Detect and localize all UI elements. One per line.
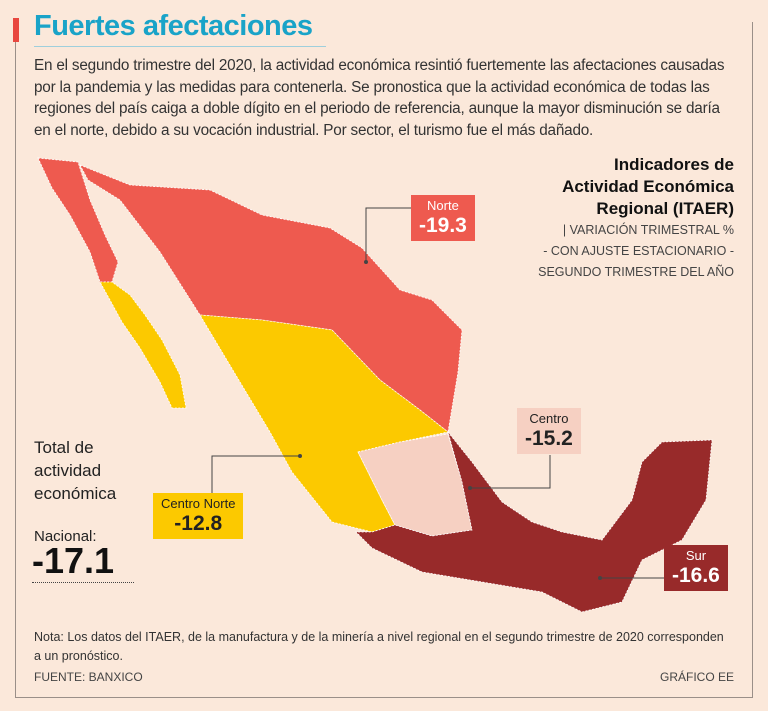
credit-text: GRÁFICO EE bbox=[659, 670, 734, 684]
region-centro-norte-bcs bbox=[99, 281, 187, 409]
title-accent-bar bbox=[13, 18, 19, 42]
source-text: FUENTE: BANXICO bbox=[34, 670, 143, 684]
leader-centro bbox=[470, 455, 551, 489]
intro-text: En el segundo trimestre del 2020, la act… bbox=[34, 57, 725, 139]
region-value: -15.2 bbox=[525, 427, 573, 450]
region-name: Centro bbox=[529, 411, 569, 426]
indicator-title-3: Regional (ITAER) bbox=[596, 199, 734, 218]
region-norte bbox=[79, 164, 463, 433]
total-line-1: Total de bbox=[34, 438, 94, 457]
total-heading: Total de actividad económica bbox=[34, 436, 116, 505]
region-name: Norte bbox=[427, 198, 459, 213]
label-sur: Sur -16.6 bbox=[664, 545, 728, 591]
national-value: -17.1 bbox=[32, 540, 135, 583]
indicator-legend: Indicadores de Actividad Económica Regio… bbox=[538, 154, 734, 283]
indicator-sub-1: | VARIACIÓN TRIMESTRAL % bbox=[562, 223, 734, 237]
indicator-sub-2: - CON AJUSTE ESTACIONARIO - bbox=[543, 244, 734, 258]
indicator-title-1: Indicadores de bbox=[614, 155, 734, 174]
region-sur bbox=[355, 431, 713, 613]
total-line-2: actividad bbox=[34, 461, 102, 480]
label-centro-norte: Centro Norte -12.8 bbox=[153, 493, 244, 539]
leader-norte bbox=[365, 207, 411, 262]
region-name: Centro Norte bbox=[161, 496, 236, 511]
region-value: -16.6 bbox=[672, 564, 720, 587]
title-underline bbox=[34, 46, 326, 47]
total-line-3: económica bbox=[34, 484, 117, 503]
note-text: Nota: Los datos del ITAER, de la manufac… bbox=[34, 630, 724, 663]
indicator-title-2: Actividad Económica bbox=[562, 177, 734, 196]
page-title: Fuertes afectaciones bbox=[34, 10, 313, 42]
indicator-sub-3: SEGUNDO TRIMESTRE DEL AÑO bbox=[538, 265, 734, 279]
label-centro: Centro -15.2 bbox=[517, 408, 581, 454]
leader-centro-norte bbox=[211, 455, 300, 493]
region-value: -12.8 bbox=[174, 512, 223, 535]
frame bbox=[15, 22, 753, 698]
region-value: -19.3 bbox=[419, 214, 467, 237]
label-norte: Norte -19.3 bbox=[411, 195, 475, 241]
national-label: Nacional: bbox=[34, 528, 97, 545]
region-name: Sur bbox=[685, 548, 707, 563]
